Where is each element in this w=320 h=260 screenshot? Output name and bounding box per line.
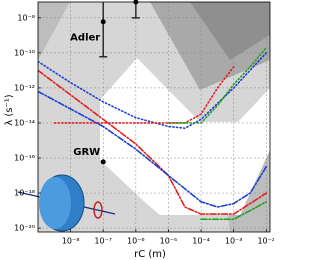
point-label: Adler — [70, 33, 100, 44]
y-tick-label: 10⁻¹⁶ — [14, 154, 35, 163]
series-line — [38, 90, 268, 208]
x-tick-label: 10⁻⁶ — [127, 237, 145, 246]
y-tick-label: 10⁻¹⁴ — [14, 118, 35, 127]
x-tick-label: 10⁻² — [257, 237, 274, 246]
x-tick-label: 10⁻⁴ — [192, 237, 210, 246]
data-point — [133, 0, 139, 5]
chart: rC (m) λ (s⁻¹) 10⁻⁸ 10⁻⁷ 10⁻⁶ 10⁻⁵ 10⁻⁴ 10⁻³ 1… — [4, 0, 274, 260]
series-line — [38, 69, 268, 215]
plot-frame — [37, 1, 271, 233]
y-tick-label: 10⁻¹⁰ — [14, 48, 35, 57]
series-line — [200, 200, 268, 221]
y-axis-label: λ (s⁻¹) — [4, 94, 15, 125]
x-tick-label: 10⁻³ — [225, 237, 243, 246]
x-tick-label: 10⁻⁷ — [94, 237, 112, 246]
point-label: GRW — [73, 147, 100, 158]
y-tick-label: 10⁻¹⁸ — [14, 189, 35, 198]
x-tick-label: 10⁻⁸ — [62, 237, 80, 246]
x-axis-label: rC (m) — [134, 249, 166, 260]
molecule-icon — [17, 174, 116, 232]
y-tick-label: 10⁻²⁰ — [14, 224, 35, 233]
data-point — [100, 19, 106, 25]
x-tick-label: 10⁻⁵ — [160, 237, 178, 246]
y-tick-label: 10⁻¹² — [14, 83, 35, 92]
series-line — [167, 46, 268, 124]
series-line — [53, 66, 235, 124]
y-tick-label: 10⁻⁸ — [17, 13, 35, 22]
data-point — [100, 159, 106, 165]
